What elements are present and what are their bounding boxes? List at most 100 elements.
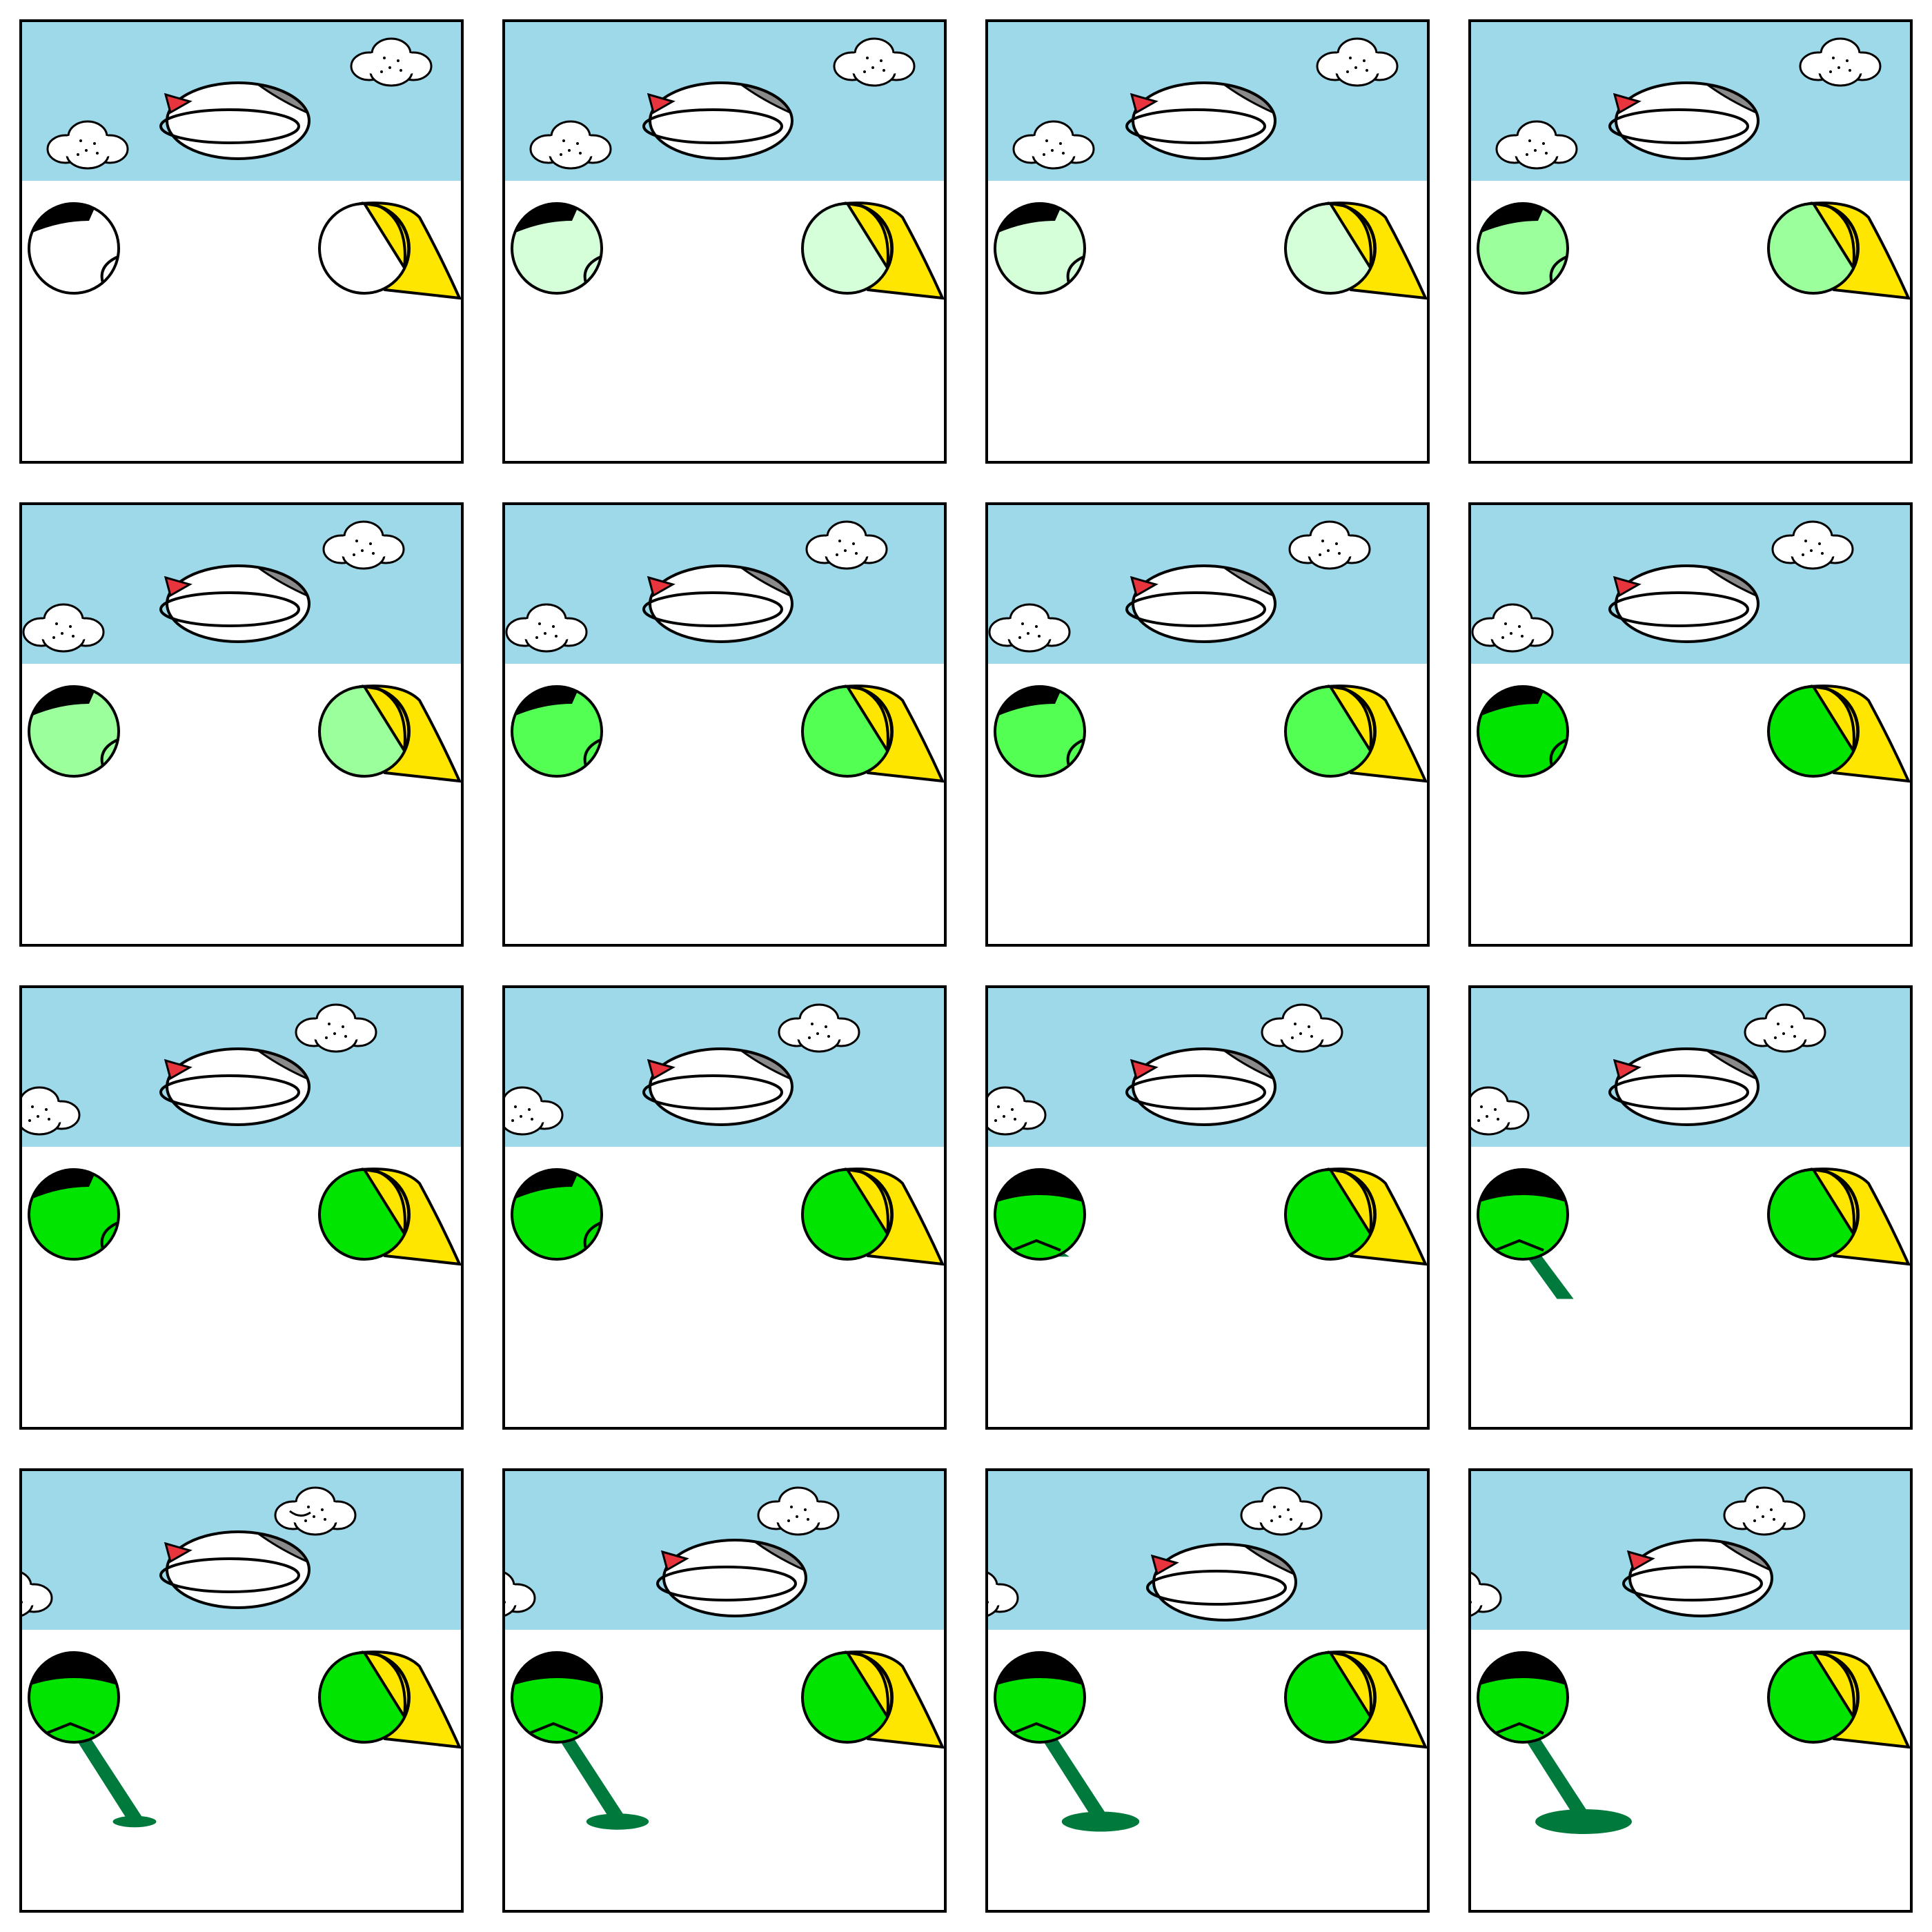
airship-flag	[660, 1550, 689, 1572]
panel-border	[19, 19, 464, 464]
airship-ring	[1622, 1566, 1763, 1601]
cloud-left	[1012, 120, 1095, 170]
left-bulb-curl	[583, 255, 602, 284]
left-bulb	[1477, 202, 1569, 295]
right-bulb	[801, 201, 945, 300]
cloud-right	[778, 1003, 860, 1053]
panel-border	[502, 985, 947, 1430]
left-bulb	[28, 202, 120, 295]
airship-ring	[1125, 1074, 1266, 1110]
left-bulb-curl	[583, 738, 602, 767]
right-bulb	[1767, 1167, 1911, 1266]
left-bulb-mouth	[529, 1722, 578, 1735]
cloud-right	[1261, 1003, 1343, 1053]
cloud-left	[987, 1086, 1047, 1136]
comic-panel	[19, 1468, 464, 1913]
airship-flag	[164, 92, 193, 115]
right-bulb	[318, 201, 462, 300]
comic-panel	[985, 502, 1430, 947]
sap-puddle	[1535, 1809, 1632, 1834]
panel-border	[502, 1468, 947, 1913]
panel-border	[985, 1468, 1430, 1913]
panel-border	[1468, 985, 1913, 1430]
left-bulb-curl	[1549, 738, 1568, 767]
left-bulb-cap	[31, 1653, 117, 1685]
airship	[159, 81, 310, 160]
comic-panel	[502, 502, 947, 947]
airship-nose-cap	[258, 83, 309, 115]
airship-nose-cap	[755, 1541, 806, 1572]
airship-flag	[1613, 1058, 1642, 1081]
panel-border	[985, 985, 1430, 1430]
airship-ring	[1608, 108, 1749, 144]
sap-puddle	[112, 1815, 157, 1828]
cloud-right	[1771, 520, 1854, 570]
left-bulb-mouth	[1495, 1239, 1544, 1252]
cloud-smile	[289, 1510, 311, 1517]
airship-ring	[1608, 1074, 1749, 1110]
airship-flag	[647, 575, 676, 598]
right-bulb	[1284, 1650, 1428, 1749]
airship-ring	[642, 108, 783, 144]
panel-border	[19, 502, 464, 947]
left-bulb-curl	[1066, 738, 1085, 767]
left-bulb-mouth	[1495, 1722, 1544, 1735]
left-bulb-curl	[100, 738, 119, 767]
right-bulb	[1767, 684, 1911, 783]
comic-panel	[19, 502, 464, 947]
left-bulb-cap	[514, 1169, 578, 1199]
sap-drip	[550, 1725, 626, 1818]
left-bulb-cap	[31, 1169, 95, 1199]
right-bulb	[318, 684, 462, 783]
left-bulb	[994, 685, 1086, 778]
left-bulb-cap	[997, 1170, 1083, 1202]
cloud-left	[1470, 1570, 1502, 1617]
comic-panel	[1468, 502, 1913, 947]
airship-nose-cap	[1224, 566, 1275, 598]
right-bulb	[1767, 201, 1911, 300]
airship-nose-cap	[258, 566, 309, 598]
left-bulb-cap	[1480, 1653, 1566, 1685]
left-bulb-mouth	[1012, 1722, 1061, 1735]
comic-panel	[1468, 985, 1913, 1430]
comic-panel	[19, 985, 464, 1430]
right-bulb	[1284, 1167, 1428, 1266]
cloud-right	[350, 37, 433, 87]
panel-border	[1468, 19, 1913, 464]
airship-ring	[642, 591, 783, 627]
cloud-left	[505, 603, 588, 653]
airship	[642, 81, 793, 160]
cloud-left	[529, 120, 612, 170]
airship-nose-cap	[741, 1049, 792, 1081]
comic-panel	[985, 985, 1430, 1430]
airship	[1125, 81, 1276, 160]
panel-border	[502, 502, 947, 947]
left-bulb-mouth	[1012, 1239, 1061, 1252]
left-bulb-cap	[514, 686, 578, 716]
left-bulb	[28, 1168, 120, 1261]
airship-nose-cap	[1707, 1049, 1758, 1081]
left-bulb-curl	[100, 255, 119, 284]
airship-ring	[1125, 591, 1266, 627]
left-bulb	[28, 1651, 120, 1744]
airship	[642, 564, 793, 643]
left-bulb-cap	[1480, 1170, 1566, 1202]
airship-ring	[1146, 1570, 1287, 1606]
panel-border	[1468, 502, 1913, 947]
airship	[1608, 81, 1759, 160]
cloud-left	[46, 120, 129, 170]
left-bulb-cap	[31, 203, 95, 233]
cloud-left	[21, 1086, 81, 1136]
left-bulb	[994, 1651, 1086, 1744]
panel-border	[502, 19, 947, 464]
panel-border	[985, 502, 1430, 947]
airship-flag	[1130, 1058, 1159, 1081]
left-bulb-cap	[997, 203, 1061, 233]
airship	[159, 1530, 310, 1609]
cloud-right	[274, 1486, 357, 1536]
left-bulb	[511, 1651, 603, 1744]
airship-flag	[1613, 92, 1642, 115]
right-bulb	[318, 1650, 462, 1749]
panel-border	[19, 1468, 464, 1913]
airship-nose-cap	[741, 566, 792, 598]
